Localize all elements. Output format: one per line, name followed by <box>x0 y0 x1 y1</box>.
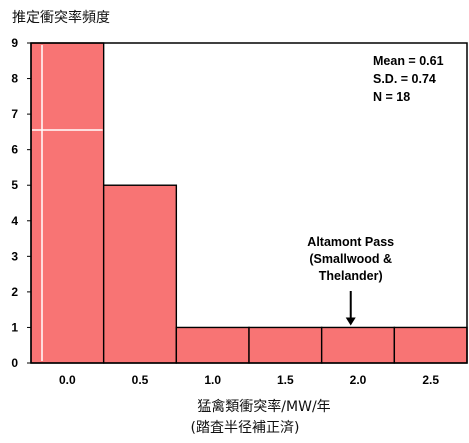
y-tick-label: 0 <box>11 356 18 370</box>
x-tick-label: 1.5 <box>277 373 294 387</box>
stats-sd: S.D. = 0.74 <box>373 72 436 86</box>
bar-0 <box>30 42 105 364</box>
y-tick-label: 7 <box>11 107 18 121</box>
x-axis-sublabel: (踏査半径補正済) <box>191 420 300 436</box>
y-tick-label: 8 <box>11 72 18 86</box>
annotation-line: Thelander) <box>319 269 383 283</box>
annotation-line: (Smallwood & <box>309 252 392 266</box>
bars-group <box>30 42 468 364</box>
bar-5 <box>393 326 468 364</box>
x-tick-label: 2.5 <box>422 373 439 387</box>
bar-4 <box>320 326 396 364</box>
x-tick-label: 2.0 <box>350 373 367 387</box>
bar-1 <box>102 184 178 364</box>
y-tick-label: 6 <box>11 143 18 157</box>
annotation-arrow-head <box>345 317 356 326</box>
annotation-line: Altamont Pass <box>307 235 394 249</box>
stats-mean: Mean = 0.61 <box>373 54 444 68</box>
y-ticks-group: 0 1 2 3 4 5 6 7 8 9 <box>11 36 31 370</box>
y-tick-label: 1 <box>11 320 18 334</box>
x-axis-label: 猛禽類衝突率/MW/年 <box>197 398 330 415</box>
reference-lines <box>32 45 103 361</box>
y-tick-label: 4 <box>11 214 18 228</box>
y-tick-label: 9 <box>11 36 18 50</box>
y-tick-label: 5 <box>11 178 18 192</box>
y-tick-label: 2 <box>11 285 18 299</box>
x-ticks-group: 0.0 0.5 1.0 1.5 2.0 2.5 <box>59 373 439 387</box>
y-tick-label: 3 <box>11 249 18 263</box>
x-tick-label: 0.5 <box>132 373 149 387</box>
annotation-group: Altamont Pass (Smallwood & Thelander) <box>307 235 394 326</box>
bar-3 <box>248 326 323 364</box>
x-tick-label: 1.0 <box>204 373 221 387</box>
x-tick-label: 0.0 <box>59 373 76 387</box>
bar-2 <box>175 326 250 364</box>
stats-n: N = 18 <box>373 90 410 104</box>
plot-frame <box>30 42 468 364</box>
y-axis-label: 推定衝突率頻度 <box>12 9 110 26</box>
